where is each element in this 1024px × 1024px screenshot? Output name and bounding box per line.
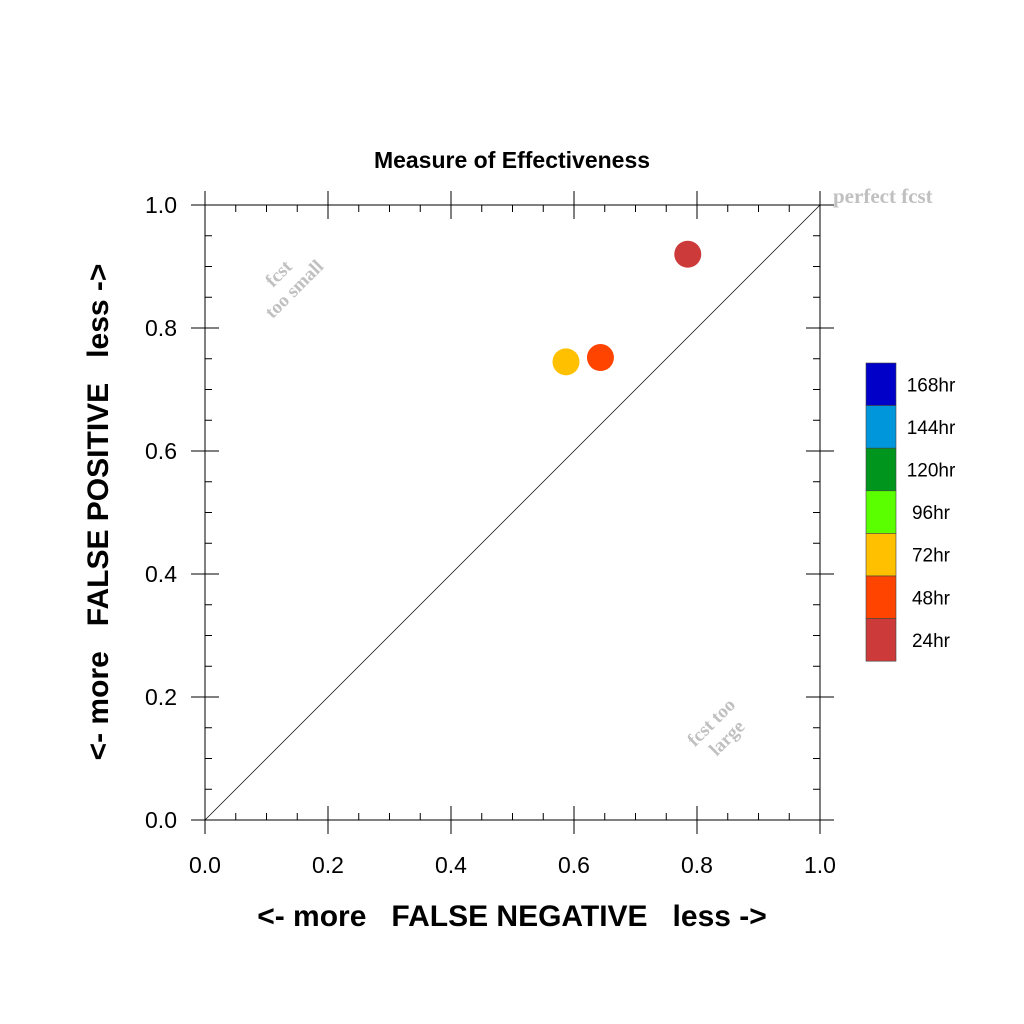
legend-label-48hr: 48hr: [912, 588, 951, 609]
x-tick-label: 0.6: [558, 852, 590, 878]
legend-swatch-48hr: [865, 575, 897, 619]
legend-swatch-24hr: [865, 618, 897, 662]
data-point-72hr: [552, 348, 580, 376]
legend-label-144hr: 144hr: [907, 418, 956, 439]
legend: 168hr 144hr 120hr 96hr 72hr 48hr 24hr: [865, 362, 956, 662]
y-tick-labels: 0.0 0.2 0.4 0.6 0.8 1.0: [145, 192, 177, 833]
data-point-24hr: [674, 240, 702, 268]
x-tick-label: 0.8: [681, 852, 713, 878]
legend-swatch-168hr: [865, 362, 897, 406]
x-tick-labels: 0.0 0.2 0.4 0.6 0.8 1.0: [189, 852, 836, 878]
x-tick-label: 0.0: [189, 852, 221, 878]
legend-swatch-96hr: [865, 490, 897, 534]
data-points: [552, 240, 702, 376]
x-tick-label: 0.4: [435, 852, 467, 878]
legend-label-72hr: 72hr: [912, 546, 951, 567]
x-axis-label: <- more FALSE NEGATIVE less ->: [257, 900, 767, 933]
y-axis-label: <- more FALSE POSITIVE less ->: [82, 264, 115, 761]
y-tick-label: 0.4: [145, 561, 177, 587]
data-point-48hr: [586, 344, 614, 372]
y-tick-label: 0.6: [145, 438, 177, 464]
y-tick-label: 1.0: [145, 192, 177, 218]
legend-label-168hr: 168hr: [907, 375, 956, 396]
chart-title: Measure of Effectiveness: [374, 147, 650, 173]
legend-label-24hr: 24hr: [912, 631, 951, 652]
legend-swatch-72hr: [865, 533, 897, 577]
y-tick-label: 0.8: [145, 315, 177, 341]
legend-label-120hr: 120hr: [907, 461, 956, 482]
forecast-too-large-annotation: fcst too large: [684, 695, 750, 761]
perfect-forecast-label: perfect fcst: [833, 184, 933, 208]
y-tick-label: 0.2: [145, 684, 177, 710]
perfect-forecast-line: [204, 204, 821, 821]
legend-label-96hr: 96hr: [912, 503, 951, 524]
y-tick-label: 0.0: [145, 807, 177, 833]
x-tick-label: 1.0: [804, 852, 836, 878]
legend-swatch-120hr: [865, 447, 897, 492]
axis-ticks: [191, 191, 834, 834]
forecast-too-small-annotation: fcst too small: [261, 256, 328, 323]
legend-swatch-144hr: [865, 405, 897, 449]
x-tick-label: 0.2: [312, 852, 344, 878]
